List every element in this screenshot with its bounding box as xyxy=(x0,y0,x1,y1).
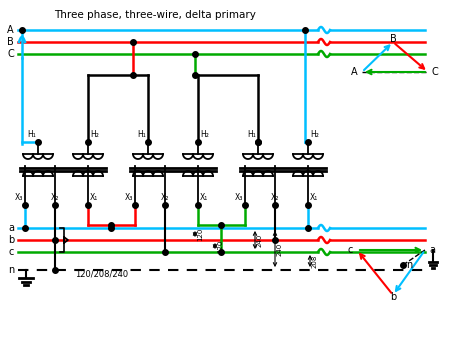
Text: n: n xyxy=(406,260,412,270)
Text: 240: 240 xyxy=(257,233,263,247)
Text: H₁: H₁ xyxy=(247,130,256,139)
Text: X₂: X₂ xyxy=(51,193,59,202)
Text: X₃: X₃ xyxy=(15,193,23,202)
Text: Three phase, three-wire, delta primary: Three phase, three-wire, delta primary xyxy=(54,10,256,20)
Text: B: B xyxy=(7,37,14,47)
Text: c: c xyxy=(9,247,14,257)
Text: A: A xyxy=(351,67,358,77)
Text: C: C xyxy=(7,49,14,59)
Text: X₃: X₃ xyxy=(125,193,133,202)
Text: H₂: H₂ xyxy=(200,130,209,139)
Text: A: A xyxy=(8,25,14,35)
Text: 120/208/240: 120/208/240 xyxy=(75,269,128,278)
Text: H₂: H₂ xyxy=(310,130,319,139)
Text: H₁: H₁ xyxy=(27,130,36,139)
Text: X₂: X₂ xyxy=(161,193,169,202)
Text: 120: 120 xyxy=(217,239,223,253)
Text: C: C xyxy=(432,67,439,77)
Text: 208: 208 xyxy=(312,254,318,268)
Text: X₁: X₁ xyxy=(200,193,208,202)
Text: X₁: X₁ xyxy=(310,193,318,202)
Text: X₁: X₁ xyxy=(90,193,98,202)
Text: 240: 240 xyxy=(277,243,283,256)
Text: a: a xyxy=(429,245,435,255)
Text: n: n xyxy=(8,265,14,275)
Text: H₁: H₁ xyxy=(137,130,146,139)
Text: b: b xyxy=(390,292,396,302)
Text: B: B xyxy=(390,34,396,44)
Text: X₃: X₃ xyxy=(235,193,243,202)
Text: a: a xyxy=(8,223,14,233)
Text: 120: 120 xyxy=(197,227,203,241)
Text: c: c xyxy=(347,245,353,255)
Text: H₂: H₂ xyxy=(90,130,99,139)
Text: b: b xyxy=(8,235,14,245)
Text: X₂: X₂ xyxy=(271,193,279,202)
